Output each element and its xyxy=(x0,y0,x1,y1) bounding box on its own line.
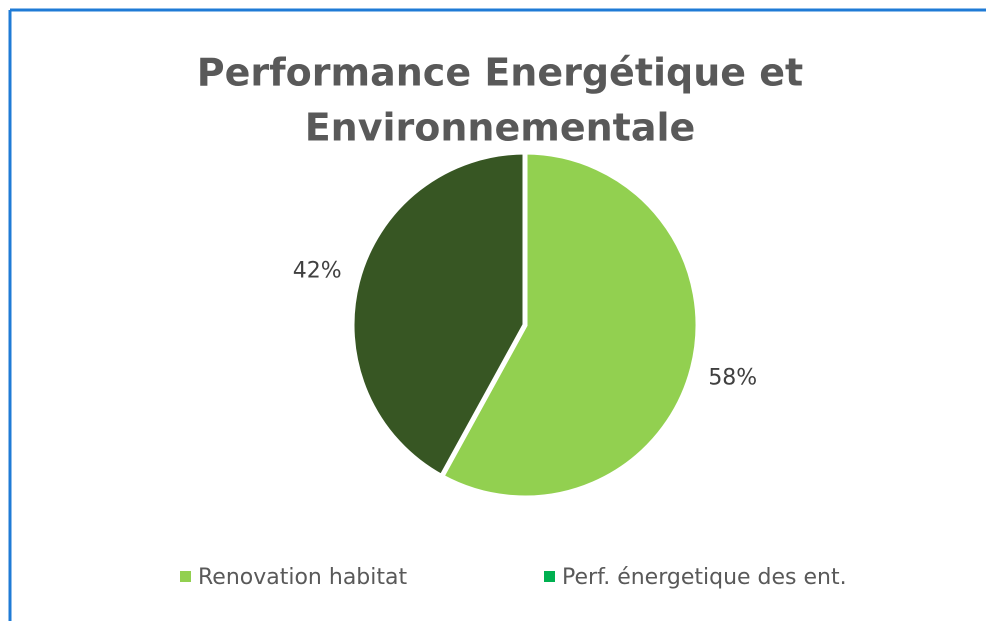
data-label: 58% xyxy=(708,365,757,390)
legend-label: Perf. énergetique des ent. xyxy=(562,565,847,590)
pie-slice xyxy=(349,149,528,480)
chart-title: Environnementale xyxy=(305,106,696,150)
legend-label: Renovation habitat xyxy=(198,565,407,590)
chart-title: Performance Energétique et xyxy=(197,51,803,95)
legend-swatch xyxy=(180,571,191,582)
pie-slice xyxy=(438,149,701,501)
legend-swatch xyxy=(544,571,555,582)
data-label: 42% xyxy=(293,259,342,284)
